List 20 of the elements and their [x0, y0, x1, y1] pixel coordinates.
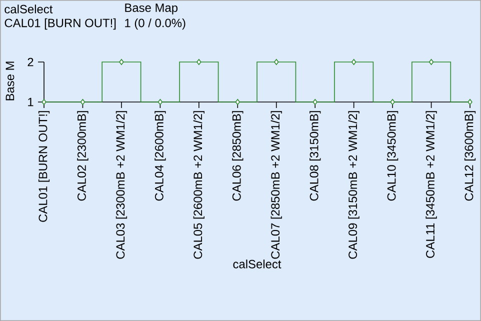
y-axis-title: Base M [6, 62, 14, 100]
x-tick-label: CAL01 [BURN OUT!] [38, 111, 50, 222]
x-tick-label: CAL02 [2300mB] [77, 111, 88, 201]
x-tick-label: CAL06 [2850mB] [232, 111, 244, 201]
x-tick-label: CAL12 [3600mB] [464, 111, 476, 201]
text: calSelect [4, 4, 53, 14]
x-tick-label: CAL07 [2850mB +2 WM1/2] [270, 111, 282, 259]
x-tick-label: CAL04 [2600mB] [154, 111, 166, 201]
text: Base Map [125, 4, 178, 14]
x-axis-title: calSelect [233, 260, 282, 268]
text: 1 (0 / 0.0%) [125, 18, 186, 30]
x-tick-label: CAL10 [3450mB] [386, 111, 398, 201]
y-tick-label: 1 [28, 98, 34, 106]
x-tick-label: CAL05 [2600mB +2 WM1/2] [193, 111, 204, 259]
text: CAL01 [BURN OUT!] [4, 18, 116, 30]
x-tick-label: CAL09 [3150mB +2 WM1/2] [348, 111, 360, 259]
x-tick-label: CAL03 [2300mB +2 WM1/2] [116, 111, 128, 259]
x-tick-label: CAL11 [3450mB +2 WM1/2] [426, 111, 437, 258]
x-tick-label: CAL08 [3150mB] [310, 111, 321, 201]
y-tick-label: 2 [28, 58, 34, 66]
